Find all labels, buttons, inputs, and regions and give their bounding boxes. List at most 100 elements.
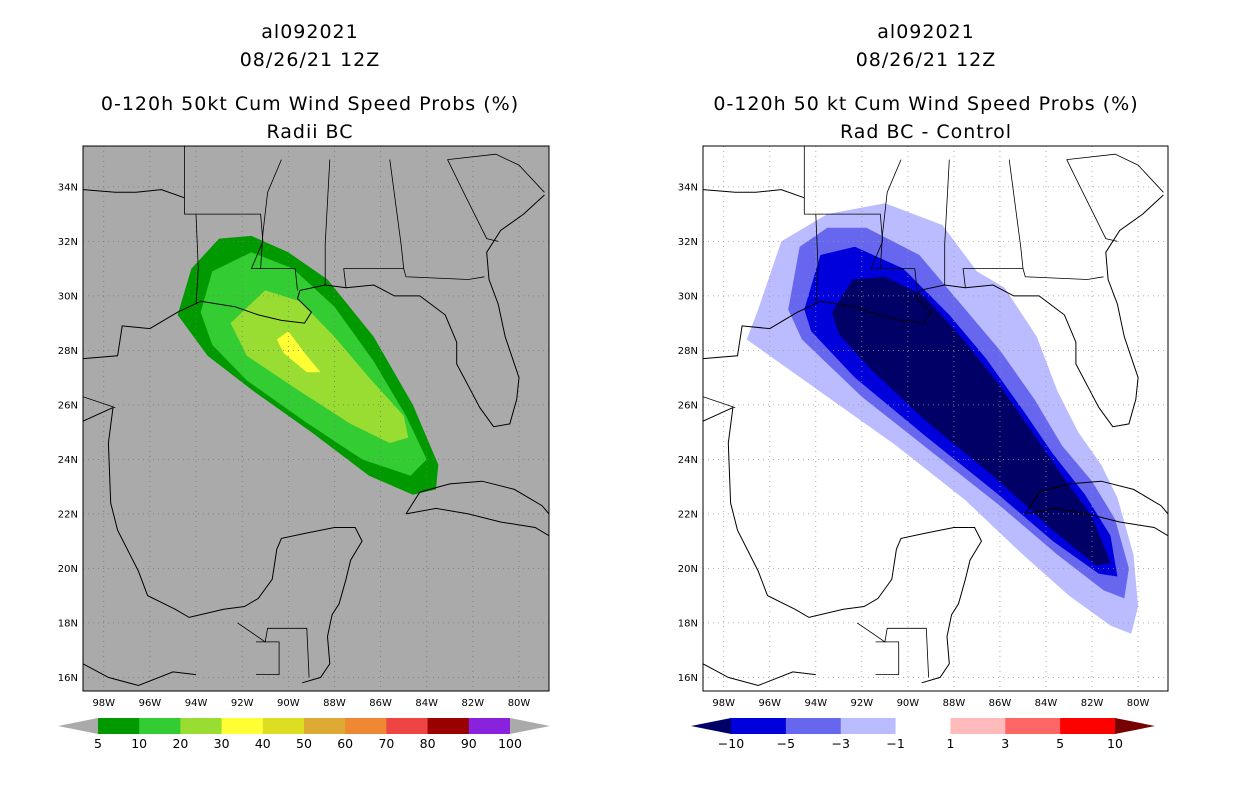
colorbar-0-label: 50: [296, 736, 312, 751]
map-1-x-tick-label: 96W: [758, 698, 781, 709]
map-0-x-tick-label: 88W: [323, 698, 346, 709]
map-0-y-tick-label: 18N: [58, 618, 78, 629]
map-1-contour-3: [831, 276, 1111, 566]
colorbar-0-left-arrow: [58, 718, 98, 734]
map-0-coastline: [83, 194, 545, 428]
colorbar-1-segment: [785, 718, 842, 734]
map-0-y-tick-label: 20N: [58, 564, 78, 575]
map-1-y-tick-label: 34N: [678, 182, 698, 193]
map-0-state-border: [324, 159, 331, 285]
map-0-coastline: [405, 507, 549, 537]
map-1-frame: [702, 145, 1169, 692]
map-1-y-tick-label: 24N: [678, 455, 698, 466]
colorbar-0-label: 70: [378, 736, 394, 751]
right-title-block: al092021 08/26/21 12Z 0-120h 50 kt Cum W…: [676, 18, 1176, 146]
map-1-x-tick-label: 84W: [1035, 698, 1058, 709]
colorbar-1-label: 10: [1107, 736, 1123, 751]
map-1-y-tick-label: 20N: [678, 564, 698, 575]
left-datetime: 08/26/21 12Z: [239, 49, 381, 71]
map-1-x-tick-label: 82W: [1081, 698, 1104, 709]
colorbar-0-segment: [386, 718, 429, 734]
colorbar-0-segment: [427, 718, 470, 734]
map-0-state-border: [447, 153, 545, 193]
map-0-coastline: [405, 480, 549, 515]
map-1-state-border: [879, 159, 902, 269]
map-1-state-border: [803, 197, 816, 215]
map-1-y-tick-label: 30N: [678, 291, 698, 302]
map-1-state-border: [815, 213, 918, 305]
map-0-y-tick-label: 30N: [58, 291, 78, 302]
colorbar-0-segment: [262, 718, 305, 734]
map-1-y-tick-label: 16N: [678, 673, 698, 684]
map-1-y-tick-label: 26N: [678, 400, 698, 411]
colorbar-1-segment: [1060, 718, 1116, 734]
map-0-y-tick-label: 22N: [58, 509, 78, 520]
colorbar-0-label: 30: [214, 736, 230, 751]
map-1-coastline: [1025, 507, 1168, 537]
map-1-coastline: [703, 189, 805, 199]
colorbar-0-label: 20: [172, 736, 188, 751]
map-0-x-tick-label: 94W: [185, 698, 208, 709]
map-0-y-tick-label: 16N: [58, 673, 78, 684]
map-0-state-border: [403, 268, 485, 280]
map-0-y-tick-label: 26N: [58, 400, 78, 411]
colorbar-0-segment: [468, 718, 511, 734]
map-0-frame: [82, 145, 550, 692]
right-datetime: 08/26/21 12Z: [855, 49, 997, 71]
colorbar-0-segment: [345, 718, 387, 734]
map-0-content: [83, 146, 549, 691]
colorbar-1-segment: [950, 718, 1006, 734]
colorbar-0-label: 100: [498, 736, 522, 751]
map-1-x-tick-label: 92W: [851, 698, 874, 709]
map-1-state-border: [875, 641, 900, 675]
map-1-x-tick-label: 80W: [1127, 698, 1150, 709]
map-0-y-tick-label: 32N: [58, 237, 78, 248]
map-1-y-tick-label: 18N: [678, 618, 698, 629]
map-1-x-tick-label: 98W: [712, 698, 735, 709]
colorbar-0-label: 90: [461, 736, 477, 751]
left-chart-title: 0-120h 50kt Cum Wind Speed Probs (%): [100, 93, 520, 115]
colorbar-0-label: 40: [255, 736, 271, 751]
colorbar-1-right-arrow: [1115, 718, 1155, 734]
colorbar-0-label: 5: [94, 736, 102, 751]
left-storm-id: al092021: [261, 21, 359, 43]
colorbar-0-segment: [180, 718, 223, 734]
colorbar-1-segment: [1005, 718, 1061, 734]
left-chart-subtitle: Radii BC: [266, 121, 354, 143]
map-1-content: [703, 146, 1168, 691]
map-0-contour-3: [276, 331, 321, 373]
colorbar-0-label: 10: [131, 736, 147, 751]
colorbar-1-label: 1: [946, 736, 954, 751]
map-0-state-border: [237, 622, 310, 678]
colorbar-1-label: −1: [886, 736, 904, 751]
right-storm-id: al092021: [877, 21, 975, 43]
map-0-coastline: [83, 189, 185, 199]
colorbar-1-segment: [731, 718, 787, 734]
map-0-x-tick-label: 96W: [139, 698, 162, 709]
map-1-state-border: [856, 622, 929, 678]
map-0-x-tick-label: 98W: [92, 698, 115, 709]
map-1-coastline: [703, 663, 816, 687]
colorbar-1-label: −10: [718, 736, 744, 751]
map-0-state-border: [260, 159, 282, 269]
map-1-y-tick-label: 28N: [678, 346, 698, 357]
map-0-x-tick-label: 80W: [508, 698, 531, 709]
map-1-y-tick-label: 32N: [678, 237, 698, 248]
map-0-state-border: [447, 159, 499, 242]
colorbar-0-segment: [98, 718, 140, 734]
colorbar-1-segment: [895, 718, 951, 734]
right-chart-title: 0-120h 50 kt Cum Wind Speed Probs (%): [713, 93, 1139, 115]
map-0-y-tick-label: 28N: [58, 346, 78, 357]
colorbar-1-label: 3: [1001, 736, 1009, 751]
map-0-state-border: [184, 197, 196, 215]
left-title-block: al092021 08/26/21 12Z 0-120h 50kt Cum Wi…: [60, 18, 560, 146]
map-0-state-border: [195, 213, 298, 305]
colorbar-0-label: 60: [337, 736, 353, 751]
map-1-x-tick-label: 94W: [804, 698, 827, 709]
colorbar-0-segment: [221, 718, 264, 734]
map-1-state-border: [703, 396, 736, 408]
map-0-coastline: [83, 406, 363, 684]
map-1-x-tick-label: 90W: [897, 698, 920, 709]
colorbar-0-segment: [139, 718, 181, 734]
